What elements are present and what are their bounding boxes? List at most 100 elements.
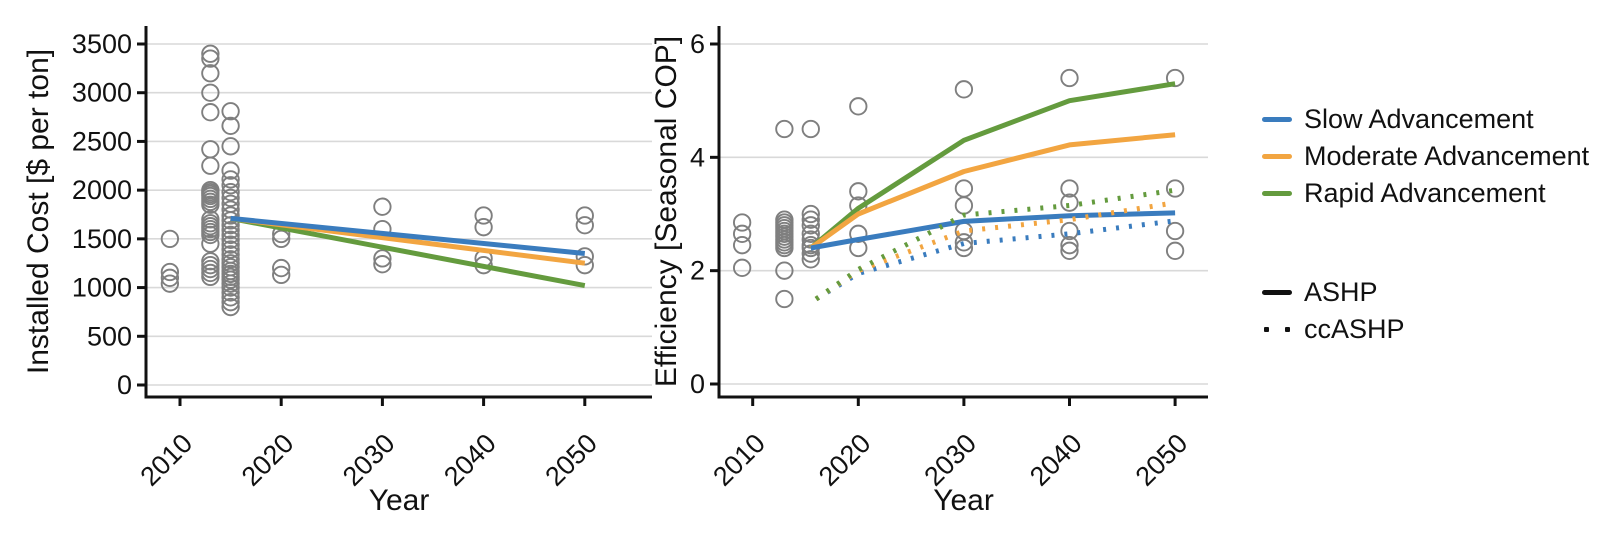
x-tick-label: 2040 [1024, 428, 1088, 492]
data-point [575, 256, 594, 275]
data-point [373, 255, 392, 274]
data-point [221, 170, 240, 189]
data-point [1060, 236, 1079, 255]
legend-item-rapid-advancement: Rapid Advancement [1262, 175, 1589, 212]
data-point [221, 297, 240, 317]
panel-installed-cost: 0 500 1000 1500 2000 2500 3000 3500 2010 2020 2030… [22, 26, 652, 517]
data-point [775, 261, 794, 280]
data-point [221, 235, 240, 254]
data-point [954, 238, 974, 258]
legend-item-ccashp: ccASHP [1262, 311, 1405, 348]
x-tick-label: 2020 [236, 428, 300, 492]
line-slow-ashp [810, 210, 1176, 251]
data-point [373, 197, 392, 216]
data-point [732, 236, 752, 255]
y-tick-label: 2000 [72, 175, 132, 205]
data-point [474, 218, 493, 237]
x-axis-title: Year [933, 484, 994, 517]
data-point [221, 240, 240, 259]
y-tick-label: 1000 [72, 273, 132, 303]
legend-scenarios: Slow Advancement Moderate Advancement Ra… [1262, 101, 1589, 212]
line-slow-ashp [230, 215, 586, 256]
slow-advancement-line-swatch [1262, 117, 1292, 122]
data-point [272, 229, 291, 249]
data-point [1060, 193, 1079, 212]
x-tick-label: 2030 [918, 428, 982, 492]
data-point [801, 216, 820, 235]
y-tick-label: 1500 [72, 224, 132, 254]
x-tick-label: 2030 [337, 428, 401, 492]
data-point [801, 210, 820, 229]
legend-label: Moderate Advancement [1304, 141, 1590, 171]
line-moderate-ashp [809, 132, 1176, 251]
data-point [1060, 241, 1079, 260]
data-point [201, 64, 220, 83]
data-point [801, 119, 820, 139]
data-point [201, 140, 220, 159]
data-point [221, 188, 240, 208]
data-point [201, 44, 220, 63]
line-rapid-ashp [230, 215, 586, 289]
x-tick-label: 2020 [813, 428, 877, 492]
x-tick-label: 2040 [438, 428, 502, 492]
data-point [575, 206, 594, 225]
dot-icon [1285, 327, 1290, 332]
trend-lines [809, 81, 1176, 302]
data-point [201, 267, 220, 287]
legend-item-ashp: ASHP [1262, 274, 1405, 311]
y-tick-label: 6 [690, 29, 705, 59]
data-point [221, 116, 240, 135]
data-point [201, 156, 220, 175]
y-tick-labels: 0 500 1000 1500 2000 2500 3000 3500 [72, 29, 146, 400]
data-point [801, 224, 820, 243]
axes [144, 26, 652, 399]
data-point [272, 265, 291, 285]
legend-label: ASHP [1304, 277, 1378, 307]
line-slow-ccashp [814, 218, 1176, 302]
data-point [954, 233, 974, 252]
data-point [954, 80, 974, 99]
data-point [221, 220, 240, 240]
line-moderate-ccashp [814, 200, 1176, 302]
data-point [954, 179, 974, 198]
data-point [801, 250, 820, 269]
scatter-points [732, 68, 1185, 309]
data-point [201, 234, 220, 253]
data-point [201, 195, 220, 214]
legend-linestyles: ASHP ccASHP [1262, 274, 1405, 348]
ccashp-dotted-line-swatch [1262, 327, 1292, 332]
data-point [221, 230, 240, 249]
data-point [221, 182, 240, 202]
data-point [201, 225, 220, 245]
data-point [732, 213, 752, 232]
data-point [801, 204, 820, 224]
data-point [575, 247, 594, 266]
x-tick-labels: 2010 2020 2030 2040 2050 [135, 397, 603, 492]
x-tick-label: 2050 [1130, 428, 1194, 492]
scatter-points [160, 44, 594, 317]
data-point [221, 225, 240, 245]
rapid-advancement-line-swatch [1262, 191, 1292, 196]
y-tick-label: 0 [690, 369, 705, 399]
data-point [474, 206, 493, 225]
ashp-solid-line-swatch [1262, 290, 1292, 295]
data-point [160, 229, 180, 249]
y-tick-label: 3000 [72, 78, 132, 108]
data-point [775, 289, 794, 309]
data-point [201, 83, 220, 102]
data-point [201, 103, 220, 122]
y-axis-title: Efficiency [Seasonal COP] [650, 36, 683, 387]
data-point [221, 102, 240, 121]
data-point [221, 293, 240, 312]
data-point [775, 119, 794, 139]
data-point [1165, 241, 1185, 260]
line-rapid-ccashp [814, 187, 1176, 302]
data-point [575, 216, 594, 235]
data-point [373, 249, 392, 268]
x-axis-title: Year [369, 484, 430, 517]
y-tick-label: 0 [117, 370, 132, 400]
data-point [1060, 179, 1079, 198]
data-point [221, 161, 240, 180]
data-point [1165, 221, 1185, 241]
